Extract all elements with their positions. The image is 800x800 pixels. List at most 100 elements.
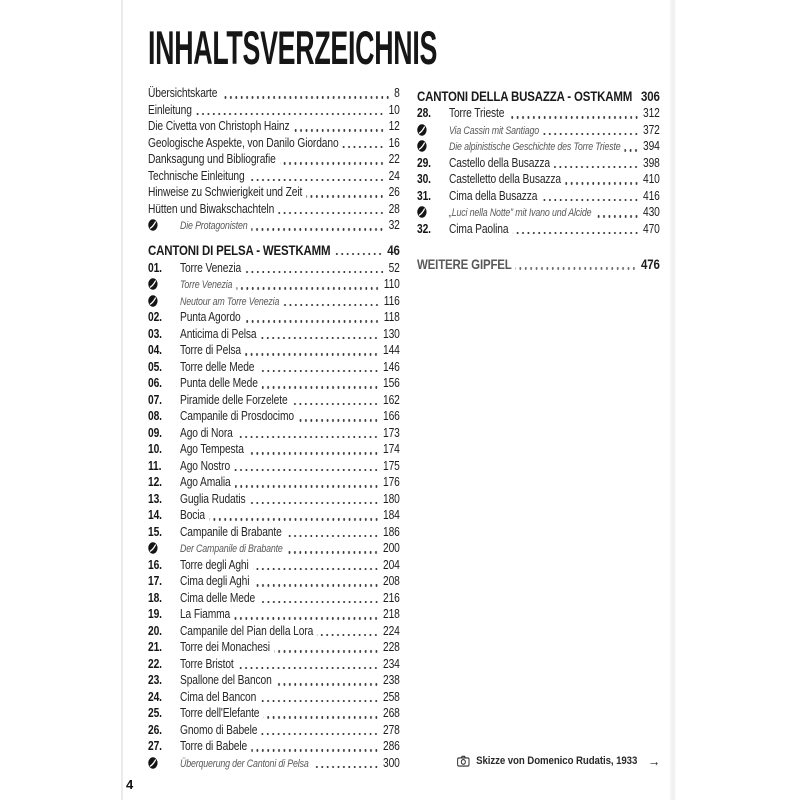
dot-leader <box>298 419 379 422</box>
dot-leader <box>221 96 391 99</box>
dot-leader <box>275 683 379 686</box>
essay-swoosh-icon <box>417 205 427 219</box>
entry-page-number: 28 <box>388 201 400 216</box>
entry-label: Ago Nostro <box>179 458 231 473</box>
section-header-weitere-gipfel: WEITERE GIPFEL 476 <box>417 256 660 273</box>
entry-left-cell <box>417 204 449 221</box>
dot-leader <box>261 386 379 389</box>
toc-entry: 02. Punta Agordo 118 <box>148 309 400 326</box>
entry-page-number: 166 <box>383 409 400 423</box>
entry-number: 01. <box>148 260 162 275</box>
entry-page-number: 186 <box>383 524 400 539</box>
dot-leader <box>291 402 379 405</box>
entry-label: Torre Bristot <box>179 656 234 671</box>
entry-label: Piramide delle Forzelete <box>179 392 288 407</box>
entry-left-cell <box>148 217 180 234</box>
dot-leader <box>515 267 637 270</box>
entry-label: Gnomo di Babele <box>179 722 258 737</box>
dot-leader <box>541 198 639 201</box>
entry-page-number: 204 <box>383 557 400 572</box>
entry-left-cell: 10. <box>148 441 180 458</box>
toc-entry: 11. Ago Nostro 175 <box>148 458 400 475</box>
entry-number: 22. <box>148 656 162 671</box>
entry-number: 11. <box>148 458 162 473</box>
dot-leader <box>285 534 379 537</box>
entry-label: Torre dell'Elefante <box>179 706 260 720</box>
entry-label: Überquerung der Cantoni di Pelsa <box>179 757 309 770</box>
page-number: 4 <box>126 777 134 792</box>
dot-leader <box>554 165 639 168</box>
dot-leader <box>565 182 639 185</box>
entry-number: 02. <box>148 310 162 324</box>
entry-page-number: 394 <box>642 139 660 153</box>
dot-leader <box>312 765 379 768</box>
toc-entry: Via Cassin mit Santiago 372 <box>417 122 660 139</box>
entry-label: Ago di Nora <box>179 425 233 440</box>
entry-number: 05. <box>148 359 162 374</box>
entry-label: Torre Venezia <box>179 260 242 275</box>
toc-entry: 28. Torre Trieste 312 <box>417 105 660 122</box>
entry-page-number: 300 <box>383 755 400 770</box>
entry-label: Punta delle Mede <box>179 376 258 390</box>
toc-entry: 04. Torre di Pelsa 144 <box>148 342 400 359</box>
toc-entry: 18. Cima delle Mede 216 <box>148 590 400 607</box>
toc-entry: 25. Torre dell'Elefante 268 <box>148 705 400 722</box>
entry-page-number: 176 <box>383 475 400 489</box>
entry-left-cell: 16. <box>148 557 180 574</box>
entry-left-cell: 03. <box>148 326 180 343</box>
dot-leader <box>234 485 379 488</box>
entry-left-cell: 26. <box>148 722 180 739</box>
entry-left-cell: 14. <box>148 507 180 524</box>
entry-label: La Fiamma <box>179 607 231 621</box>
entry-left-cell: 22. <box>148 656 180 673</box>
entry-number: 03. <box>148 326 162 341</box>
entry-left-cell: 27. <box>148 738 180 755</box>
figure-caption: Skizze von Domenico Rudatis, 1933 → <box>457 753 660 769</box>
section-page-number: 476 <box>641 256 660 272</box>
toc-entry: 05. Torre delle Mede 146 <box>148 359 400 376</box>
entry-label: Einleitung <box>148 102 192 117</box>
essay-swoosh-icon <box>148 277 158 291</box>
entry-left-cell <box>148 755 180 772</box>
toc-entry: 21. Torre dei Monachesi 228 <box>148 639 400 656</box>
dot-leader <box>595 215 639 218</box>
toc-entry: 20. Campanile del Pian della Lora 224 <box>148 623 400 640</box>
entry-left-cell: 01. <box>148 260 180 277</box>
entry-number: 25. <box>148 706 162 720</box>
entry-label: Ago Tempesta <box>179 442 244 456</box>
toc-entry: Danksagung und Bibliografie 22 <box>148 151 400 168</box>
entry-page-number: 22 <box>388 152 400 166</box>
entry-left-cell: 07. <box>148 392 180 409</box>
entry-left-cell: 06. <box>148 375 180 392</box>
entry-left-cell <box>148 293 180 310</box>
entry-label: Campanile del Pian della Lora <box>179 623 314 638</box>
entry-left-cell: 05. <box>148 359 180 376</box>
entry-page-number: 184 <box>383 508 400 522</box>
dot-leader <box>636 99 637 102</box>
page-left-edge <box>121 0 123 800</box>
toc-entry: 06. Punta delle Mede 156 <box>148 375 400 392</box>
entry-label: Castelletto della Busazza <box>448 172 561 186</box>
entry-left-cell: 04. <box>148 342 180 359</box>
toc-entry: 30. Castelletto della Busazza 410 <box>417 171 660 188</box>
entry-page-number: 278 <box>383 722 400 737</box>
entry-left-cell: 12. <box>148 474 180 491</box>
entry-label: Die Protagonisten <box>179 220 248 232</box>
toc-entry: Hütten und Biwakschachteln 28 <box>148 201 400 218</box>
toc-left-column: Übersichtskarte 8 Einleitung 10 Die Cive… <box>148 85 400 771</box>
dot-leader <box>237 666 379 669</box>
entry-number: 31. <box>417 188 431 203</box>
entry-page-number: 430 <box>642 205 660 219</box>
right-arrow-icon: → <box>647 753 660 769</box>
entry-page-number: 174 <box>383 442 400 456</box>
toc-entry: Neutour am Torre Venezia 116 <box>148 293 400 310</box>
dot-leader <box>278 211 385 214</box>
toc-entry: 23. Spallone del Bancon 238 <box>148 672 400 689</box>
dot-leader <box>279 162 385 165</box>
dot-leader <box>260 336 379 339</box>
entry-page-number: 268 <box>383 706 400 720</box>
entry-label: Guglia Rudatis <box>179 491 246 506</box>
entry-page-number: 286 <box>383 739 400 753</box>
entry-number: 04. <box>148 343 162 357</box>
dot-leader <box>245 270 385 273</box>
